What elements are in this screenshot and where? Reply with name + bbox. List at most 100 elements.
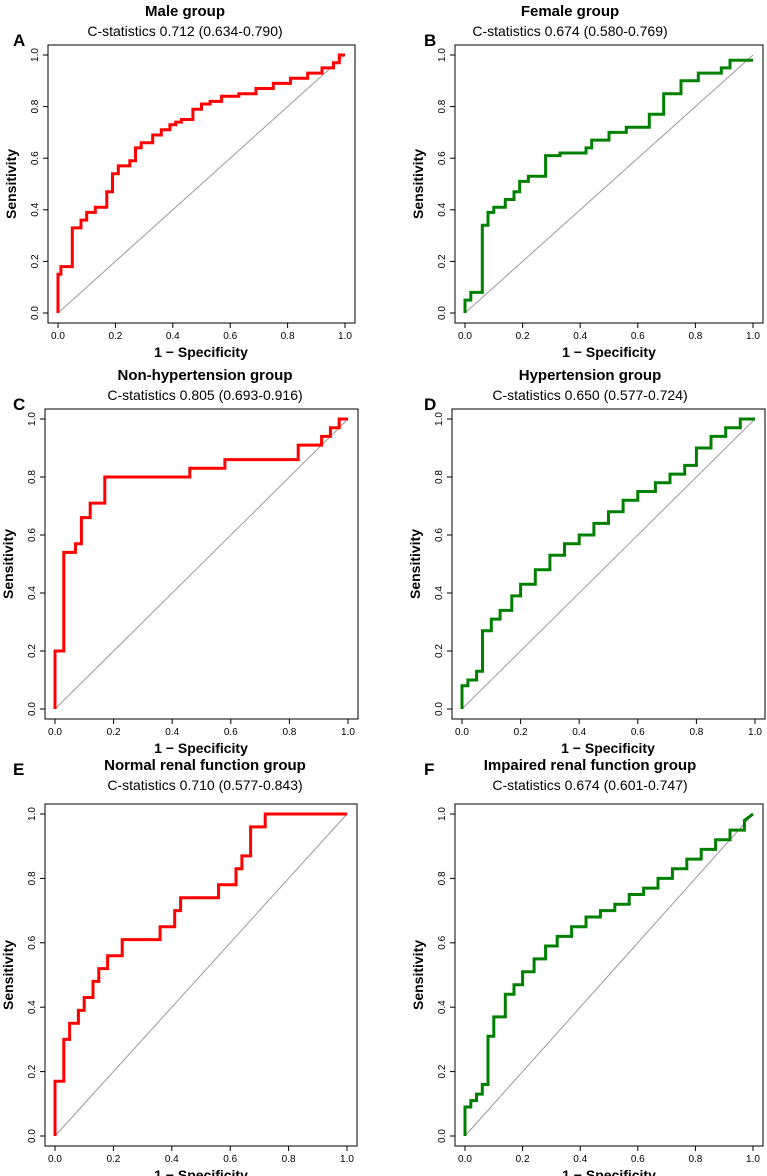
plot-frame <box>44 408 359 720</box>
y-tick-label: 1.0 <box>30 48 41 62</box>
panel-letter: B <box>424 31 436 50</box>
x-axis-title: 1 − Specificity <box>561 740 655 756</box>
panel-title: Non-hypertension group <box>118 367 293 384</box>
roc-curve-line <box>53 417 348 709</box>
x-tick-label: 0.2 <box>514 727 528 738</box>
y-tick-label: 0.6 <box>27 935 38 949</box>
y-tick-label: 0.8 <box>437 99 448 113</box>
reference-diagonal-line <box>464 813 754 1137</box>
x-tick-label: 0.6 <box>223 1154 237 1165</box>
x-tick-label: 1.0 <box>746 331 760 342</box>
panel-subtitle: C-statistics 0.710 (0.577-0.843) <box>107 777 302 793</box>
panel-subtitle: C-statistics 0.674 (0.580-0.769) <box>472 23 667 39</box>
plot-frame <box>47 44 356 324</box>
y-axis-title: Sensitivity <box>0 940 16 1010</box>
reference-diagonal-line <box>54 813 348 1137</box>
y-tick-label: 0.8 <box>27 871 38 885</box>
plot-frame <box>451 408 766 720</box>
panel-letter: C <box>13 395 25 414</box>
x-tick-label: 1.0 <box>340 1154 354 1165</box>
roc-curve-line <box>460 417 755 709</box>
roc-curve-line <box>463 58 753 313</box>
roc-curve-line <box>56 53 345 313</box>
y-tick-label: 0.4 <box>27 586 38 600</box>
x-tick-label: 0.0 <box>51 331 65 342</box>
y-tick-label: 0.0 <box>437 306 448 320</box>
roc-curve-line <box>463 812 754 1136</box>
roc-panel-f: F Impaired renal function group C-statisti… <box>410 757 764 1176</box>
reference-diagonal-line <box>464 54 754 314</box>
y-tick-label: 0.0 <box>434 702 445 716</box>
x-tick-label: 0.4 <box>166 331 180 342</box>
x-tick-label: 0.2 <box>106 1154 120 1165</box>
x-tick-label: 0.0 <box>48 727 62 738</box>
y-tick-label: 0.0 <box>27 702 38 716</box>
x-tick-label: 0.4 <box>165 1154 179 1165</box>
roc-panel-a: A Male group C-statistics 0.712 (0.634-0.7… <box>3 3 356 360</box>
reference-diagonal-line <box>54 418 349 710</box>
y-tick-label: 0.4 <box>437 1000 448 1014</box>
roc-panel-e: E Normal renal function group C-statistics… <box>0 757 358 1176</box>
x-tick-label: 0.6 <box>631 727 645 738</box>
x-tick-label: 0.2 <box>107 727 121 738</box>
panel-subtitle: C-statistics 0.650 (0.577-0.724) <box>492 387 687 403</box>
y-tick-label: 0.2 <box>437 254 448 268</box>
y-tick-label: 0.4 <box>27 1000 38 1014</box>
panel-title: Hypertension group <box>519 367 662 384</box>
panel-title: Impaired renal function group <box>484 757 697 774</box>
roc-panel-b: B Female group C-statistics 0.674 (0.580-0… <box>410 3 764 360</box>
y-tick-label: 0.2 <box>434 644 445 658</box>
x-tick-label: 0.4 <box>573 331 587 342</box>
x-tick-label: 0.2 <box>516 1154 530 1165</box>
y-tick-label: 0.6 <box>437 151 448 165</box>
x-tick-label: 1.0 <box>748 727 762 738</box>
y-tick-label: 0.4 <box>30 202 41 216</box>
y-axis-title: Sensitivity <box>0 529 16 599</box>
x-tick-label: 0.0 <box>458 331 472 342</box>
x-tick-label: 0.6 <box>631 331 645 342</box>
plot-frame <box>454 803 764 1147</box>
y-tick-label: 1.0 <box>27 807 38 821</box>
x-axis-title: 1 − Specificity <box>562 344 656 360</box>
x-tick-label: 0.2 <box>516 331 530 342</box>
y-tick-label: 0.2 <box>27 644 38 658</box>
y-tick-label: 0.6 <box>27 528 38 542</box>
panel-letter: D <box>424 395 436 414</box>
y-tick-label: 0.2 <box>30 254 41 268</box>
x-tick-label: 0.0 <box>455 727 469 738</box>
x-tick-label: 0.8 <box>689 727 703 738</box>
panel-subtitle: C-statistics 0.712 (0.634-0.790) <box>87 23 282 39</box>
x-axis-title: 1 − Specificity <box>154 740 248 756</box>
plot-frame <box>454 44 764 324</box>
y-tick-label: 1.0 <box>27 412 38 426</box>
x-tick-label: 0.0 <box>458 1154 472 1165</box>
plot-frame <box>44 803 358 1147</box>
x-tick-label: 0.4 <box>573 1154 587 1165</box>
y-tick-label: 0.6 <box>437 935 448 949</box>
roc-curve-line <box>53 812 347 1136</box>
y-tick-label: 0.8 <box>30 99 41 113</box>
y-axis-title: Sensitivity <box>3 149 19 219</box>
y-tick-label: 0.8 <box>27 470 38 484</box>
panel-subtitle: C-statistics 0.674 (0.601-0.747) <box>492 777 687 793</box>
x-tick-label: 0.4 <box>165 727 179 738</box>
y-tick-label: 0.4 <box>434 586 445 600</box>
x-axis-title: 1 − Specificity <box>154 1167 248 1176</box>
x-tick-label: 1.0 <box>338 331 352 342</box>
y-tick-label: 1.0 <box>434 412 445 426</box>
y-axis-title: Sensitivity <box>410 940 426 1010</box>
reference-diagonal-line <box>57 54 346 314</box>
x-tick-label: 0.8 <box>282 1154 296 1165</box>
reference-diagonal-line <box>461 418 756 710</box>
x-tick-label: 0.8 <box>688 331 702 342</box>
roc-panel-c: C Non-hypertension group C-statistics 0.80… <box>0 367 359 756</box>
panel-letter: E <box>13 760 24 779</box>
roc-panel-d: D Hypertension group C-statistics 0.650 (0… <box>407 367 766 756</box>
x-tick-label: 0.2 <box>108 331 122 342</box>
x-tick-label: 0.6 <box>224 727 238 738</box>
panel-title: Female group <box>521 3 619 20</box>
y-tick-label: 0.6 <box>434 528 445 542</box>
x-tick-label: 1.0 <box>746 1154 760 1165</box>
y-tick-label: 0.8 <box>434 470 445 484</box>
